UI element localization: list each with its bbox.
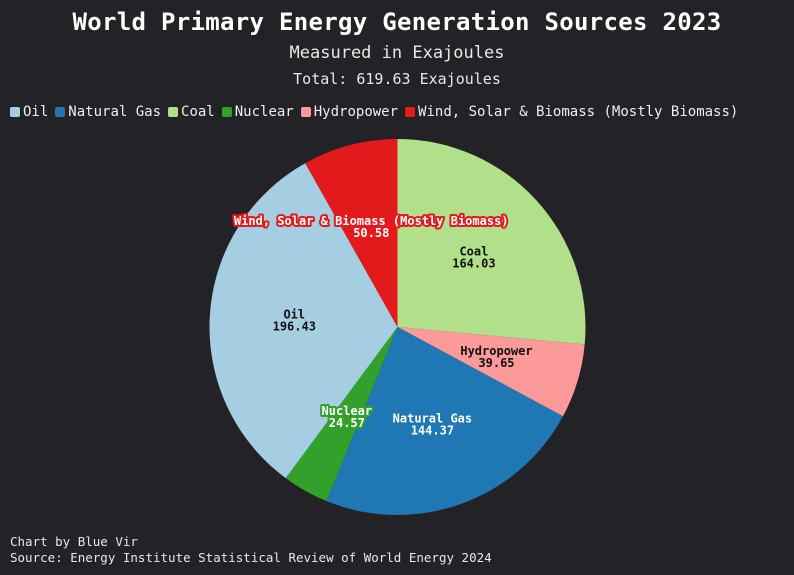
slice-label-oil: Oil	[283, 308, 305, 322]
legend-label-wind-solar-biomass-mostly-biomass: Wind, Solar & Biomass (Mostly Biomass)	[418, 104, 739, 120]
slice-value-oil: 196.43	[273, 320, 316, 334]
slice-value-coal: 164.03	[452, 256, 495, 270]
legend-item-oil: Oil	[10, 104, 48, 120]
slice-label-natural-gas: Natural Gas	[393, 411, 472, 425]
pie-slice-oil	[209, 163, 398, 479]
slice-value-hydropower: 39.65	[478, 356, 514, 370]
pie-slice-hydropower	[397, 327, 585, 417]
slice-label-coal: Coal	[459, 244, 488, 258]
pie-slice-nuclear	[285, 327, 398, 502]
slice-label-wind-solar-biomass-mostly-biomass: Wind, Solar & Biomass (Mostly Biomass)	[234, 214, 509, 228]
legend-label-nuclear: Nuclear	[234, 104, 294, 120]
chart-subtitle: Measured in Exajoules	[289, 43, 505, 63]
pie-slice-natural-gas	[326, 327, 563, 515]
legend-label-hydropower: Hydropower	[313, 104, 399, 120]
legend-swatch-hydropower	[300, 107, 311, 117]
legend-swatch-nuclear	[221, 107, 232, 117]
legend-item-coal: Coal	[168, 104, 215, 120]
legend-item-hydropower: Hydropower	[300, 104, 399, 120]
legend-swatch-wind-solar-biomass-mostly-biomass	[405, 107, 416, 117]
legend-label-coal: Coal	[181, 104, 215, 120]
chart-legend: Oil Natural Gas Coal Nuclear Hydropower Wind,…	[10, 104, 790, 120]
chart-source: Source: Energy Institute Statistical Rev…	[10, 550, 492, 565]
legend-swatch-oil	[10, 107, 20, 117]
legend-swatch-natural-gas	[55, 107, 66, 117]
chart-total: Total: 619.63 Exajoules	[293, 70, 501, 88]
slice-value-natural-gas: 144.37	[411, 423, 454, 437]
legend-label-oil: Oil	[23, 104, 49, 120]
slice-label-nuclear: Nuclear	[322, 404, 373, 418]
pie-slice-wind-solar-biomass-mostly-biomass	[305, 139, 398, 327]
slice-value-nuclear: 24.57	[329, 416, 365, 430]
legend-label-natural-gas: Natural Gas	[68, 104, 162, 120]
slice-value-wind-solar-biomass-mostly-biomass: 50.58	[353, 226, 389, 240]
legend-item-wind-solar-biomass-mostly-biomass: Wind, Solar & Biomass (Mostly Biomass)	[405, 104, 738, 120]
legend-swatch-coal	[168, 107, 179, 117]
legend-item-nuclear: Nuclear	[221, 104, 294, 120]
legend-item-natural-gas: Natural Gas	[55, 104, 161, 120]
chart-credit: Chart by Blue Vir	[10, 534, 138, 549]
pie-slice-coal	[397, 139, 586, 345]
slice-label-hydropower: Hydropower	[460, 344, 532, 358]
chart-title: World Primary Energy Generation Sources …	[72, 8, 722, 36]
